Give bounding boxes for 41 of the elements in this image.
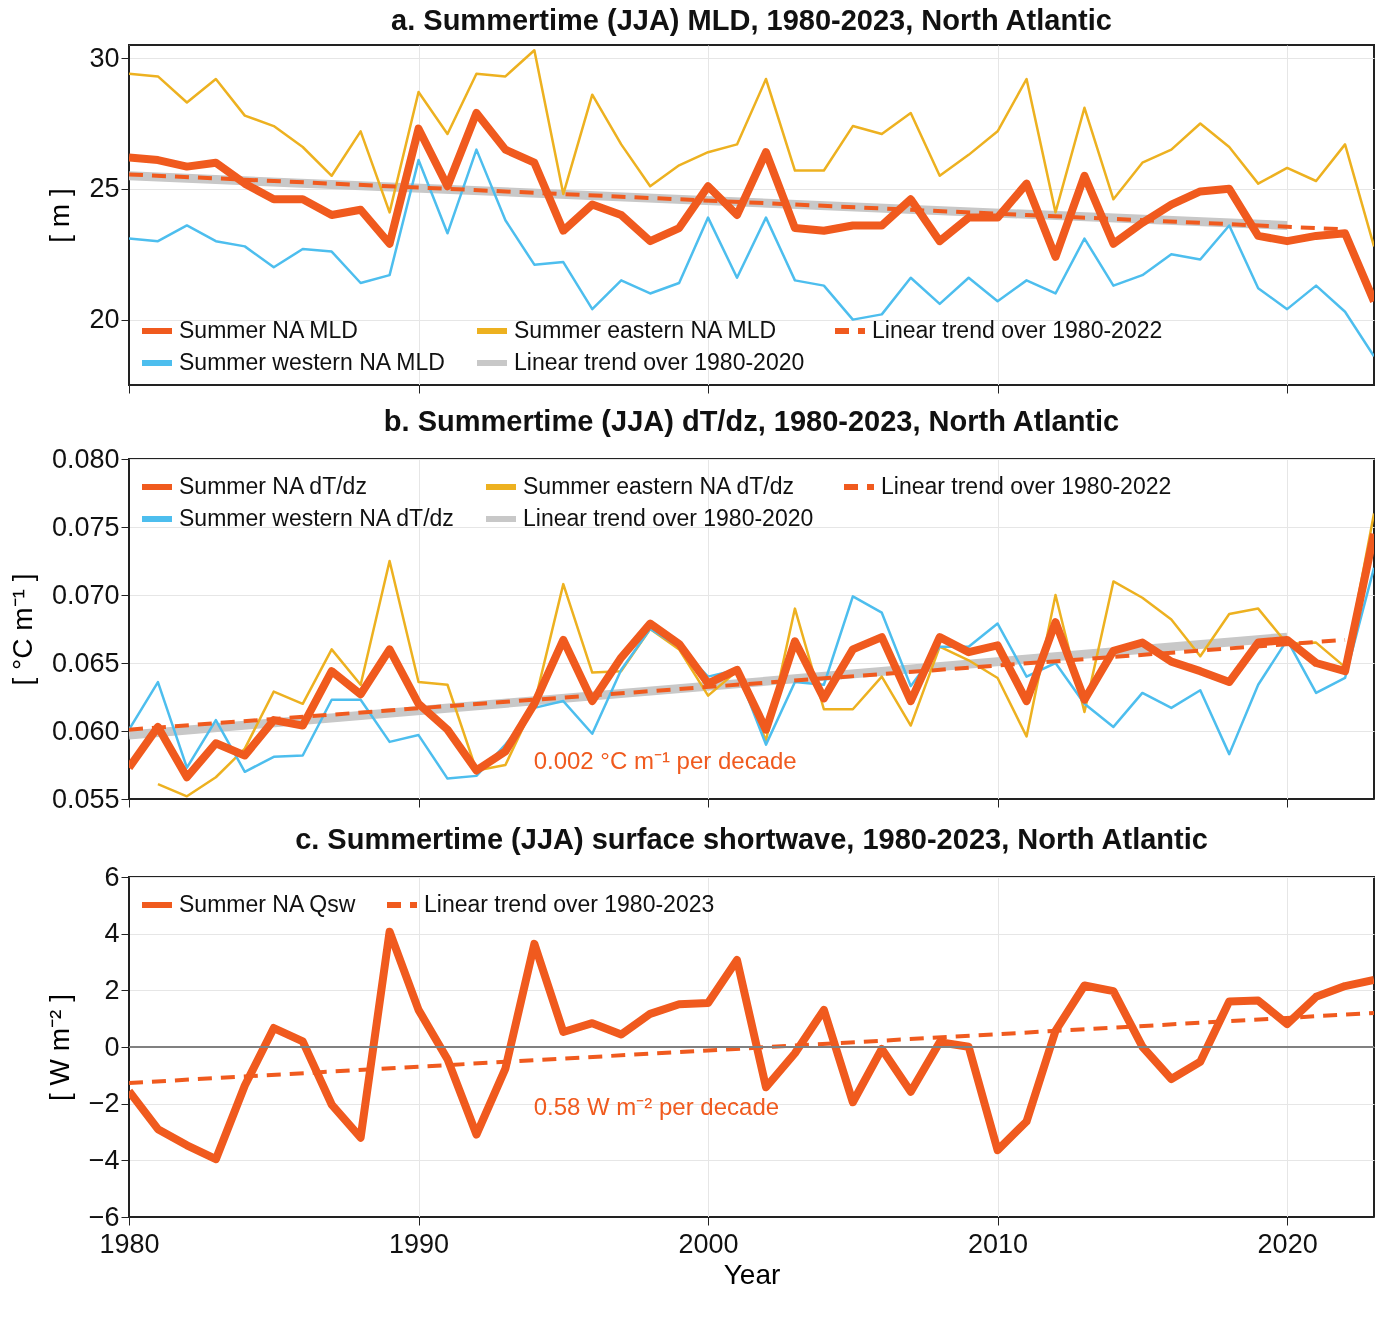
x-tick-label: 2010 bbox=[968, 1228, 1029, 1259]
y-tick-label: 0.055 bbox=[51, 783, 120, 814]
x-tick-label: 2020 bbox=[1257, 1228, 1318, 1259]
y-tick-label: 0.070 bbox=[51, 579, 120, 610]
y-tick-label: 30 bbox=[89, 42, 120, 73]
annotation: 0.58 W m⁻² per decade bbox=[533, 1093, 780, 1121]
legend-label: Summer western NA MLD bbox=[179, 349, 445, 375]
y-tick-label: 25 bbox=[89, 173, 120, 204]
legend-label: Linear trend over 1980-2023 bbox=[424, 891, 715, 917]
x-tick-label: 2000 bbox=[678, 1228, 739, 1259]
y-axis-title: [ °C m⁻¹ ] bbox=[6, 573, 38, 686]
y-tick-label: 20 bbox=[89, 304, 120, 335]
y-tick-label: 6 bbox=[104, 861, 120, 892]
legend-label: Linear trend over 1980-2022 bbox=[881, 473, 1172, 499]
y-tick-label: 4 bbox=[104, 918, 120, 949]
legend-label: Linear trend over 1980-2020 bbox=[523, 505, 814, 531]
y-tick-label: −2 bbox=[88, 1088, 120, 1119]
legend-label: Summer eastern NA dT/dz bbox=[523, 473, 794, 499]
y-tick-label: 0 bbox=[104, 1031, 120, 1062]
y-axis-title: [ W m⁻² ] bbox=[43, 994, 75, 1101]
chart-title: a. Summertime (JJA) MLD, 1980-2023, North Atlantic bbox=[391, 4, 1112, 37]
chart-title: c. Summertime (JJA) surface shortwave, 1980-2023, North Atlantic bbox=[295, 823, 1208, 855]
legend-label: Linear trend over 1980-2020 bbox=[514, 349, 805, 375]
annotation: 0.002 °C m⁻¹ per decade bbox=[533, 746, 797, 774]
chart-title: b. Summertime (JJA) dT/dz, 1980-2023, North Atlantic bbox=[383, 405, 1120, 437]
x-tick-label: 1990 bbox=[389, 1228, 450, 1259]
legend-label: Summer eastern NA MLD bbox=[514, 317, 777, 343]
y-tick-label: 0.060 bbox=[51, 715, 120, 746]
x-axis-title: Year bbox=[723, 1258, 781, 1290]
y-tick-label: 0.075 bbox=[51, 511, 120, 542]
legend-label: Linear trend over 1980-2022 bbox=[872, 317, 1163, 343]
y-tick-label: 0.080 bbox=[51, 443, 120, 474]
legend-label: Summer NA Qsw bbox=[179, 891, 356, 917]
legend-label: Summer western NA dT/dz bbox=[179, 505, 454, 531]
y-axis-title: [ m ] bbox=[44, 188, 76, 243]
y-tick-label: 0.065 bbox=[51, 647, 120, 678]
y-tick-label: 2 bbox=[104, 974, 120, 1005]
legend-label: Summer NA MLD bbox=[179, 317, 358, 343]
line-series bbox=[129, 48, 1374, 248]
legend-label: Summer NA dT/dz bbox=[179, 473, 367, 499]
y-tick-label: −4 bbox=[88, 1144, 120, 1175]
